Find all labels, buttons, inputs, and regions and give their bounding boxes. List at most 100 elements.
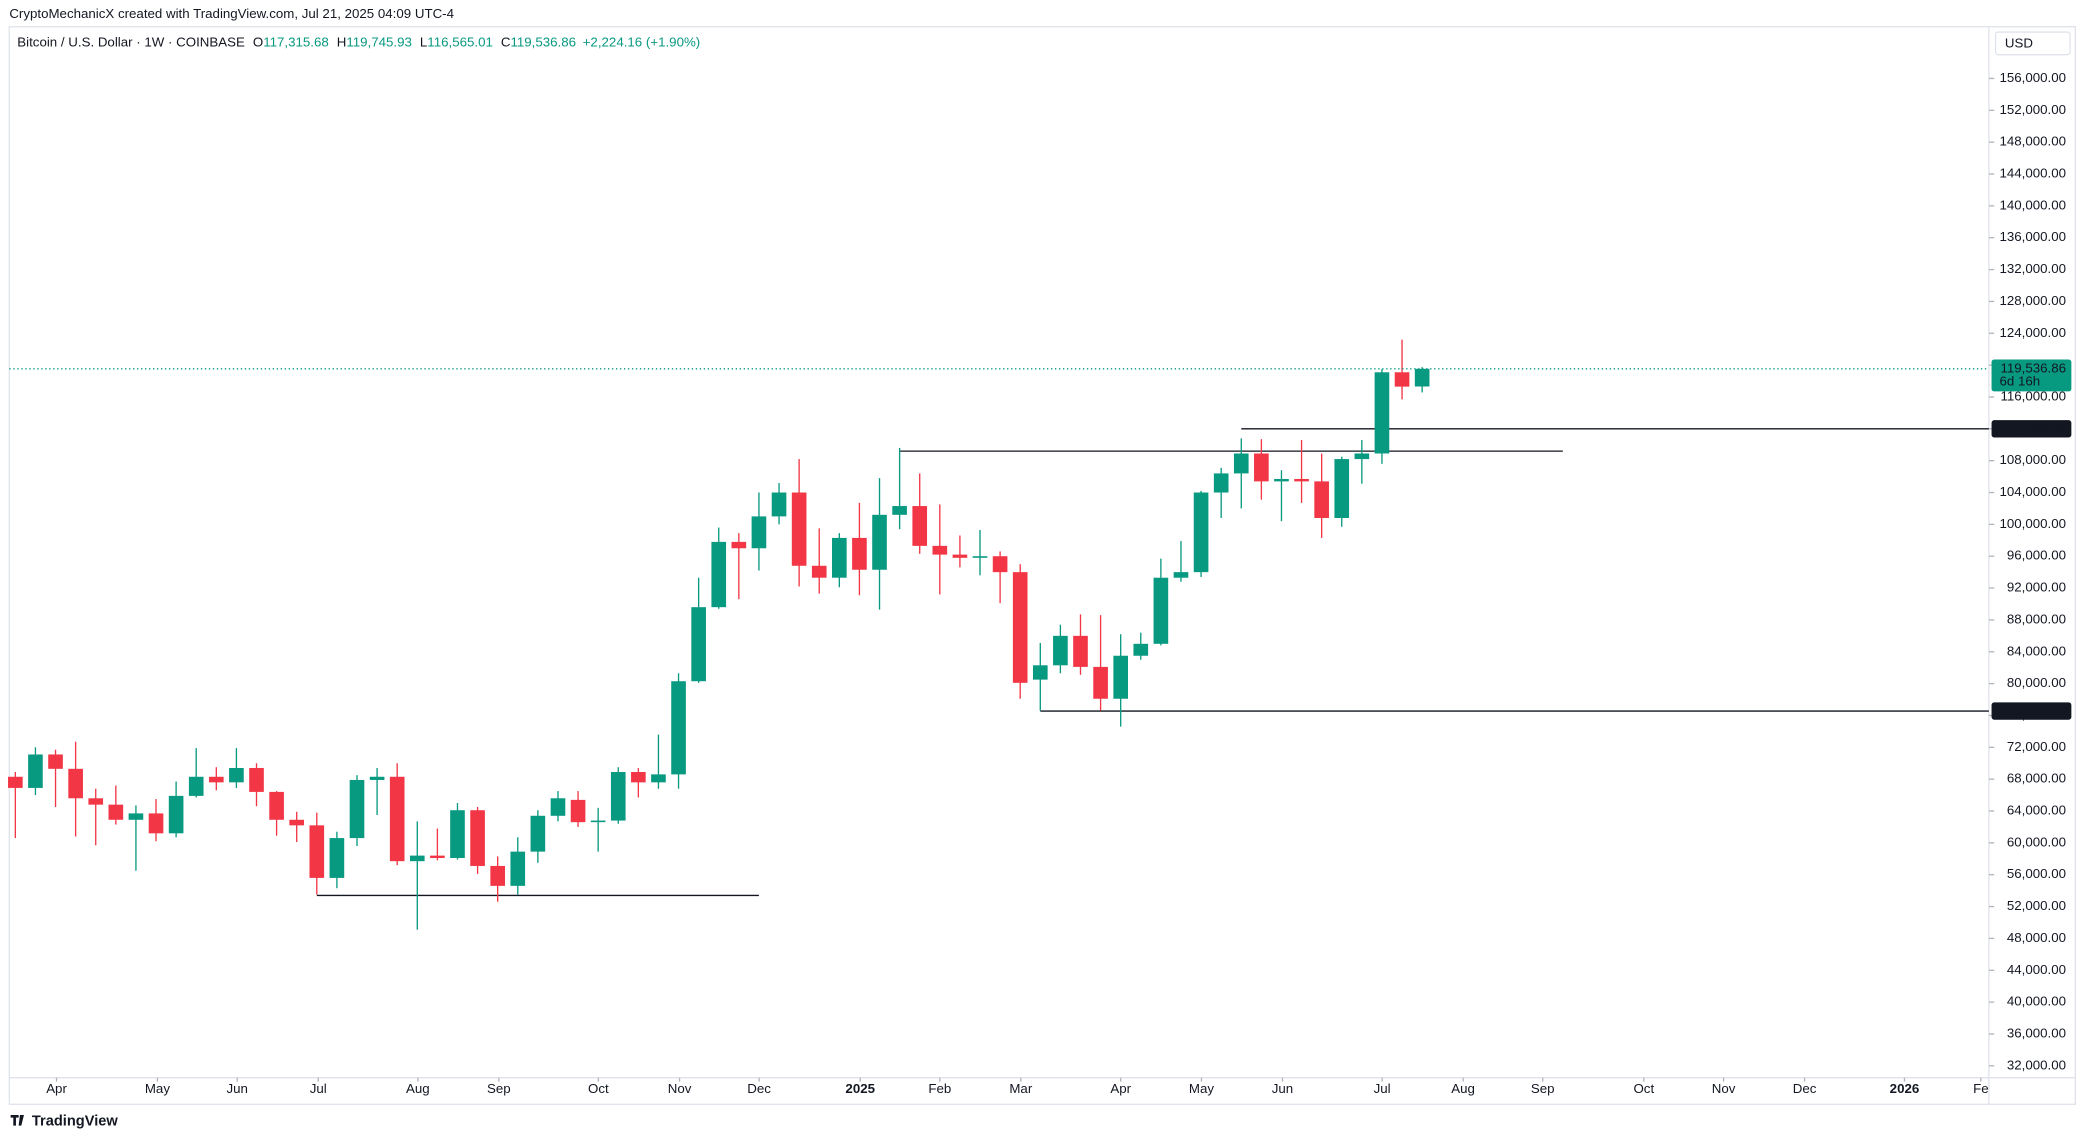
candle-body — [811, 565, 827, 578]
candle-body — [329, 838, 345, 878]
candle-body — [671, 681, 686, 775]
level-label-bg — [1991, 420, 2072, 438]
x-tick-label: Sep — [1531, 1081, 1555, 1096]
candle-body — [1193, 492, 1209, 573]
candle-body — [952, 554, 968, 558]
candle-body — [409, 855, 425, 862]
y-tick-label: 140,000.00 — [1999, 197, 2066, 212]
candle-body — [510, 851, 526, 886]
candle-body — [88, 798, 104, 805]
level-label-bg — [1991, 702, 2072, 720]
x-tick-label: Nov — [1712, 1081, 1736, 1096]
y-tick-label: 44,000.00 — [2007, 962, 2066, 977]
last-price-label: 119,536.86 — [2000, 360, 2066, 375]
legend-value: 119,536.86 — [510, 34, 576, 49]
candle-body — [530, 815, 546, 852]
y-tick-label: 116,000.00 — [2000, 388, 2066, 403]
legend-change: +2,224.16 (+1.90%) — [583, 34, 701, 49]
x-tick-label: May — [1189, 1081, 1214, 1096]
candle-body — [992, 556, 1008, 573]
candle-body — [28, 754, 43, 788]
level-label: 112,000.00 — [2000, 420, 2066, 435]
legend-key: O — [253, 34, 263, 49]
candle-body — [1274, 478, 1289, 482]
candle-body — [590, 820, 606, 823]
currency-box[interactable] — [1994, 31, 2071, 56]
y-tick-label: 48,000.00 — [2007, 930, 2066, 945]
candle-body — [1093, 666, 1108, 699]
candle-body — [430, 855, 445, 858]
candle-body — [269, 791, 284, 820]
candle-body — [631, 771, 646, 783]
frame — [8, 26, 2077, 1105]
candle-body — [8, 776, 23, 788]
x-tick-label: May — [145, 1081, 170, 1096]
candle-body — [892, 506, 907, 515]
candle-body — [148, 813, 164, 834]
candle-body — [1173, 572, 1189, 578]
candle-body — [229, 768, 244, 783]
y-tick-label: 136,000.00 — [1999, 229, 2066, 244]
credit: CryptoMechanicX created with TradingView… — [9, 6, 454, 21]
candle-body — [550, 798, 566, 816]
y-tick-label: 108,000.00 — [1999, 452, 2066, 467]
x-tick-label: Jul — [1374, 1081, 1391, 1096]
y-tick-label: 156,000.00 — [1999, 70, 2066, 85]
candle-body — [832, 537, 847, 578]
candle-body — [731, 541, 747, 549]
legend-key: C — [501, 34, 511, 49]
candle-body — [932, 545, 948, 555]
candle-body — [852, 537, 867, 570]
y-tick-label: 84,000.00 — [2007, 643, 2066, 658]
candle-body — [249, 768, 264, 792]
y-tick-label: 72,000.00 — [2007, 739, 2066, 754]
countdown: 6d 16h — [2000, 374, 2041, 389]
candle-body — [309, 825, 325, 878]
x-tick-label: Aug — [406, 1081, 430, 1096]
x-tick-label: Feb — [928, 1081, 951, 1096]
candle-body — [369, 776, 385, 780]
candle-body — [1133, 643, 1149, 656]
y-tick-label: 100,000.00 — [1999, 516, 2066, 531]
candle-body — [651, 774, 666, 783]
y-tick-label: 52,000.00 — [2007, 898, 2066, 913]
candle-body — [1012, 572, 1028, 683]
x-tick-label: Jun — [1272, 1081, 1293, 1096]
candle-body — [1254, 453, 1269, 482]
logo: TradingView — [32, 1113, 119, 1129]
legend-value: 116,565.01 — [427, 34, 493, 49]
candle-body — [68, 768, 83, 799]
x-tick-label: Oct — [1633, 1081, 1654, 1096]
x-tick-label: Jun — [226, 1081, 247, 1096]
x-tick-label: Aug — [1451, 1081, 1475, 1096]
candle-body — [751, 516, 767, 549]
candle-body — [912, 506, 928, 546]
candle-body — [1294, 478, 1309, 482]
x-tick-label: 2026 — [1890, 1081, 1920, 1096]
candle-body — [1233, 453, 1249, 474]
candle-body — [1394, 372, 1410, 387]
y-tick-label: 96,000.00 — [2007, 548, 2066, 563]
candle-body — [1213, 473, 1229, 493]
x-tick-label: Dec — [747, 1081, 771, 1096]
level-label: 76,555.00 — [2007, 703, 2066, 718]
candle-body — [1073, 635, 1088, 667]
x-tick-label: Apr — [46, 1081, 67, 1096]
y-tick-label: 60,000.00 — [2007, 834, 2066, 849]
y-tick-label: 144,000.00 — [1999, 166, 2066, 181]
candle-body — [972, 556, 988, 558]
candle-body — [1374, 372, 1390, 454]
y-tick-label: 32,000.00 — [2007, 1057, 2066, 1072]
y-tick-label: 124,000.00 — [1999, 325, 2066, 340]
candle-body — [1334, 459, 1350, 518]
legend: Bitcoin / U.S. Dollar · 1W · COINBASE O11… — [17, 34, 700, 49]
candle-body — [1414, 368, 1430, 387]
x-tick-label: Dec — [1793, 1081, 1817, 1096]
logo-icon — [10, 1114, 24, 1126]
y-tick-label: 128,000.00 — [1999, 293, 2066, 308]
candle-body — [450, 810, 465, 858]
candle-body — [1053, 635, 1068, 666]
legend-value: 117,315.68 — [263, 34, 329, 49]
currency: USD — [2005, 36, 2033, 51]
